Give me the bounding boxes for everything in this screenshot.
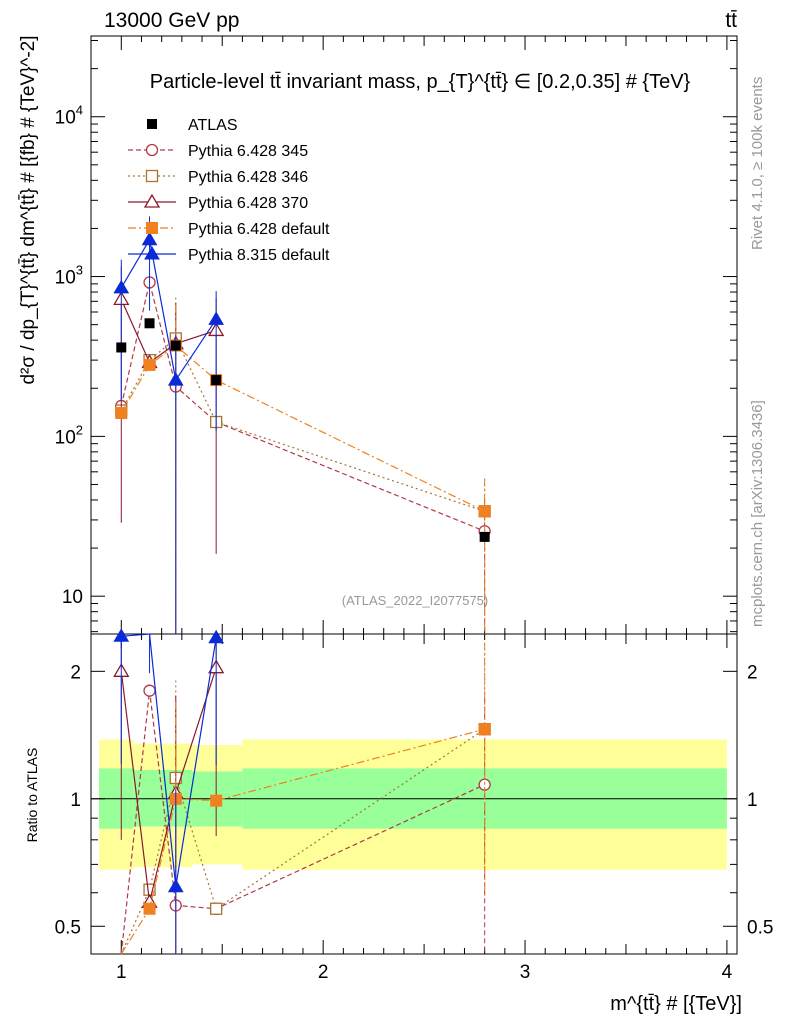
data-point bbox=[170, 340, 181, 351]
legend-marker bbox=[147, 119, 157, 129]
series-point bbox=[115, 407, 128, 420]
data-point bbox=[479, 531, 490, 542]
ratio-frame bbox=[90, 633, 738, 955]
legend-marker bbox=[144, 246, 160, 260]
ratio-line bbox=[121, 633, 217, 887]
ratio-tick-label: 0.5 bbox=[55, 917, 81, 938]
watermark: (ATLAS_2022_I2077575) bbox=[342, 593, 488, 608]
y-tick-label: 104 bbox=[55, 103, 83, 129]
series-layer bbox=[113, 216, 491, 955]
legend-label: Pythia 8.315 default bbox=[188, 247, 330, 264]
legend-marker bbox=[143, 193, 161, 208]
series-line bbox=[120, 344, 485, 512]
ratio-point bbox=[113, 628, 130, 642]
y-axis-label: d²σ / dp_{T}^{tt̄} dm^{tt̄} # [{fb} # {T… bbox=[18, 35, 39, 384]
legend-entry-3: Pythia 6.428 370 bbox=[128, 193, 308, 212]
series-4 bbox=[113, 216, 225, 954]
ratio-tick-label: 1 bbox=[70, 790, 81, 811]
y-tick-label: 102 bbox=[55, 422, 83, 448]
series-point bbox=[208, 311, 225, 325]
y-tick-label: 10 bbox=[62, 587, 83, 608]
ratio-tick-label: 2 bbox=[747, 662, 758, 683]
ratio-tick-label: 1 bbox=[747, 790, 758, 811]
legend-label: Pythia 6.428 370 bbox=[188, 195, 308, 212]
data-layer bbox=[116, 318, 490, 542]
ratio-point bbox=[210, 794, 223, 807]
series-line bbox=[120, 238, 217, 382]
data-point bbox=[116, 342, 127, 353]
legend-label: Pythia 6.428 346 bbox=[188, 169, 308, 186]
series-point bbox=[141, 231, 158, 246]
ratio-point bbox=[143, 684, 156, 697]
data-point bbox=[211, 375, 222, 386]
legend-marker bbox=[146, 222, 158, 234]
series-point bbox=[478, 505, 491, 518]
legend-entry-4: Pythia 6.428 default bbox=[128, 221, 330, 238]
x-axis-label: m^{tt̄} # [{TeV}] bbox=[610, 993, 742, 1015]
legend-marker bbox=[145, 169, 159, 183]
x-tick-label: 3 bbox=[520, 962, 531, 983]
ratio-y-axis-label: Ratio to ATLAS bbox=[24, 748, 40, 843]
ratio-point bbox=[167, 878, 184, 893]
x-tick-label: 1 bbox=[116, 962, 127, 983]
axis-ticks: 1 2 3 4 10 102 103 104 0.5 0.5 1 1 2 2 bbox=[55, 36, 773, 983]
plot-frames bbox=[90, 35, 738, 955]
legend-entry-2: Pythia 6.428 346 bbox=[128, 169, 308, 186]
legend-label: Pythia 6.428 default bbox=[188, 221, 330, 238]
ratio-line bbox=[120, 667, 217, 903]
ratio-bands bbox=[99, 739, 727, 870]
ratio-point bbox=[210, 902, 223, 915]
legend-entry-5: Pythia 8.315 default bbox=[128, 246, 330, 264]
mcplots-label: mcplots.cern.ch [arXiv:1306.3436] bbox=[749, 400, 766, 627]
legend-marker bbox=[145, 143, 159, 157]
chart-title: Particle-level tt̄ invariant mass, p_{T}… bbox=[150, 71, 691, 93]
ratio-point bbox=[143, 902, 156, 915]
legend-entry-1: Pythia 6.428 345 bbox=[128, 143, 308, 160]
data-point bbox=[144, 318, 155, 329]
y-tick-label: 103 bbox=[55, 263, 83, 289]
header-right: tt̄ bbox=[725, 9, 737, 32]
legend: ATLAS Pythia 6.428 345 Pythia 6.428 346 Pyt… bbox=[128, 117, 330, 264]
header-left: 13000 GeV pp bbox=[104, 9, 239, 32]
rivet-label: Rivet 4.1.0, ≥ 100k events bbox=[749, 77, 766, 250]
ratio-point bbox=[478, 723, 491, 736]
legend-label: Pythia 6.428 345 bbox=[188, 143, 308, 160]
legend-label: ATLAS bbox=[188, 117, 238, 134]
x-tick-label: 2 bbox=[318, 962, 329, 983]
series-point bbox=[113, 279, 130, 294]
ratio-point bbox=[208, 629, 225, 644]
legend-entry-0: ATLAS bbox=[147, 117, 238, 134]
series-point bbox=[143, 358, 156, 371]
ratio-tick-label: 2 bbox=[70, 662, 81, 683]
series-line bbox=[120, 299, 217, 364]
x-tick-label: 4 bbox=[722, 962, 733, 983]
series-point bbox=[167, 372, 184, 386]
ratio-tick-label: 0.5 bbox=[747, 917, 773, 938]
